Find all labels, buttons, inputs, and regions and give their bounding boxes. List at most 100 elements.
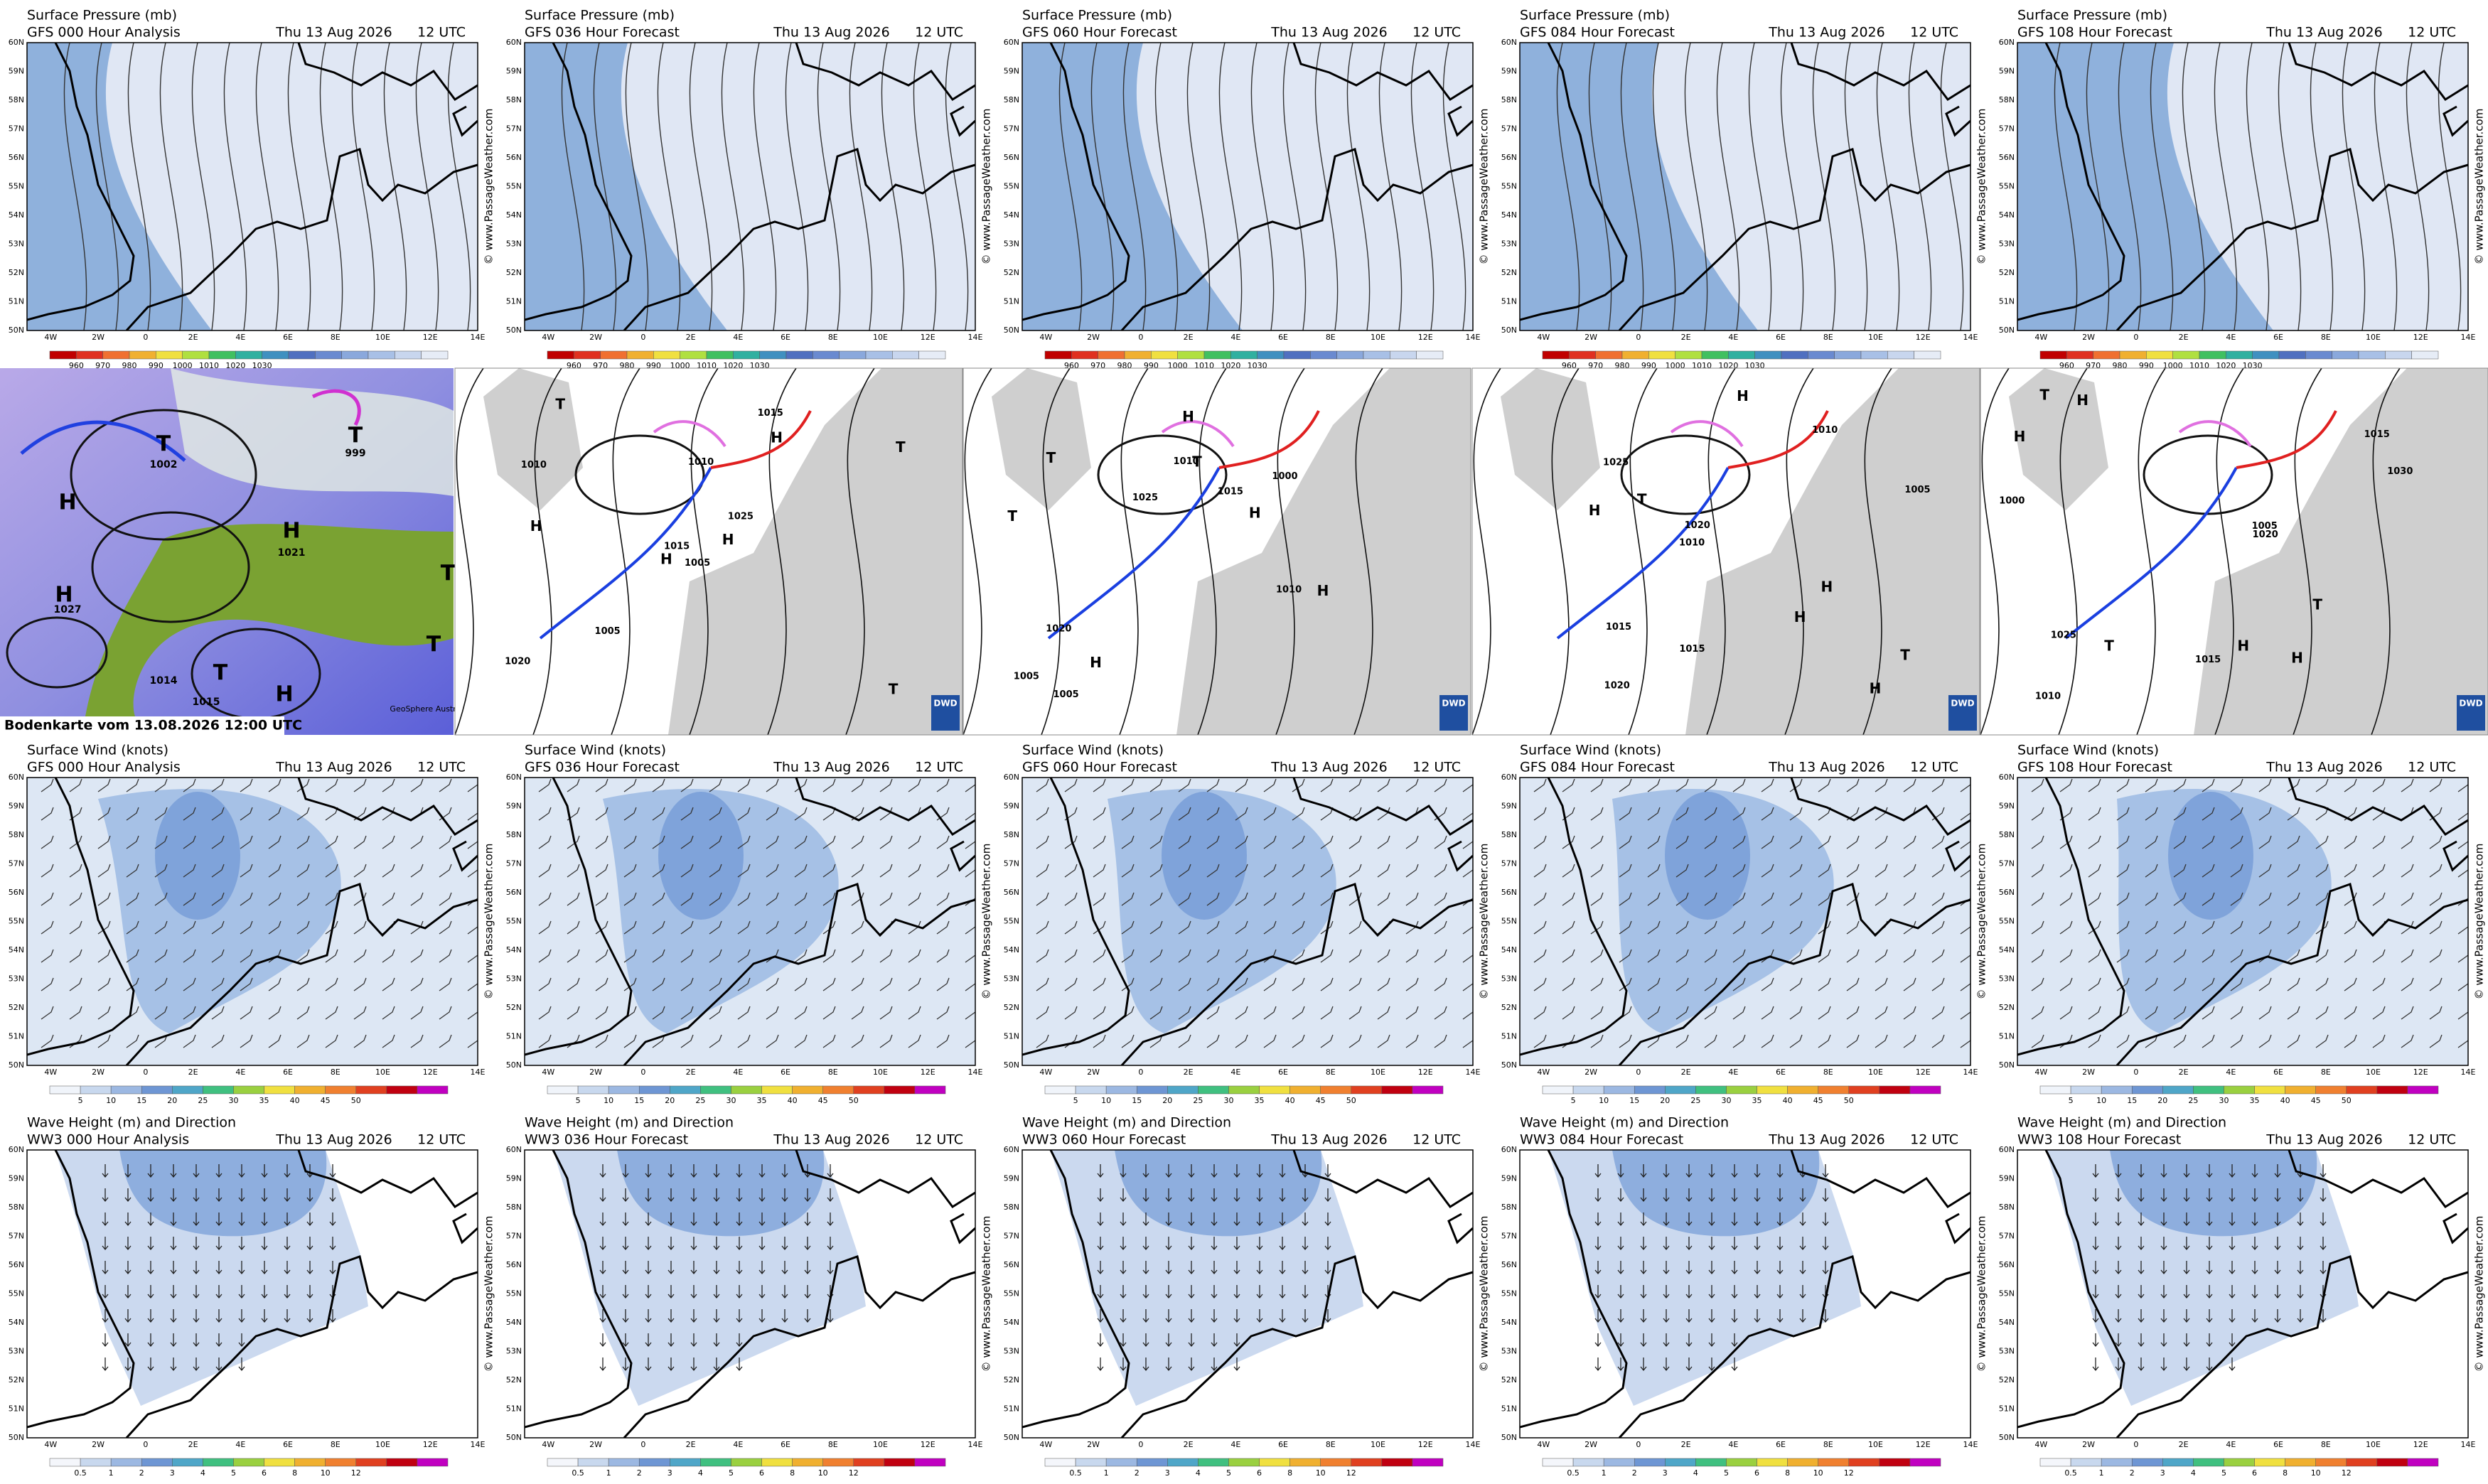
wind-barb bbox=[296, 835, 310, 849]
wave-arrow bbox=[2138, 1237, 2145, 1251]
lon-label: 14E bbox=[968, 1440, 983, 1449]
colorbar-label: 50 bbox=[1346, 1096, 1356, 1105]
colorbar-segment bbox=[1665, 1458, 1696, 1467]
wind-barb bbox=[1647, 949, 1661, 963]
wind-barb bbox=[1178, 1006, 1191, 1020]
wind-barb bbox=[382, 1006, 395, 1020]
wind-barb bbox=[1533, 1006, 1547, 1020]
wave-arrow bbox=[2183, 1309, 2190, 1323]
wave-arrow bbox=[215, 1164, 222, 1178]
map-frame bbox=[524, 1149, 976, 1439]
wave-arrow bbox=[1731, 1309, 1738, 1323]
lat-label: 55N bbox=[1004, 917, 1019, 926]
wind-barb bbox=[2059, 949, 2073, 963]
wave-arrow bbox=[758, 1285, 766, 1299]
wind-barb bbox=[1619, 835, 1632, 849]
wind-barb bbox=[965, 840, 975, 849]
wind-barb bbox=[97, 1006, 111, 1020]
wave-arrow bbox=[1165, 1357, 1172, 1372]
colorbar-label: 50 bbox=[2342, 1096, 2352, 1105]
wave-arrow bbox=[599, 1261, 606, 1275]
wind-barb bbox=[2401, 864, 2414, 878]
high-wave-area bbox=[119, 1150, 327, 1237]
colorbar-segment bbox=[1648, 350, 1675, 360]
wind-barb bbox=[211, 949, 225, 963]
wind-barb bbox=[325, 864, 338, 878]
wind-barb bbox=[2457, 925, 2468, 935]
wind-barb bbox=[2059, 1034, 2073, 1048]
wave-arrow bbox=[736, 1237, 743, 1251]
colorbar-segment bbox=[2119, 350, 2147, 360]
wind-barb bbox=[1647, 892, 1661, 906]
wind-barb bbox=[1704, 807, 1717, 821]
lon-label: 6E bbox=[283, 1068, 293, 1077]
wind-barb bbox=[2258, 835, 2272, 849]
wave-arrow bbox=[2092, 1261, 2099, 1275]
lat-label: 52N bbox=[9, 1003, 24, 1012]
panel-model: WW3 060 Hour Forecast bbox=[1022, 1132, 1186, 1148]
lon-label: 6E bbox=[2273, 1068, 2283, 1077]
wave-arrow bbox=[1324, 1213, 1331, 1227]
colorbar-label: 20 bbox=[1660, 1096, 1670, 1105]
wind-barb bbox=[353, 778, 367, 792]
wave-arrow bbox=[1188, 1261, 1195, 1275]
wind-barb bbox=[240, 864, 253, 878]
wave-arrow bbox=[261, 1237, 268, 1251]
wave-arrow bbox=[1663, 1237, 1670, 1251]
wave-arrow bbox=[238, 1261, 245, 1275]
wave-arrow bbox=[2229, 1237, 2236, 1251]
lat-label: 58N bbox=[1004, 95, 1019, 104]
wave-arrow bbox=[1685, 1309, 1693, 1323]
wind-barb bbox=[1348, 1006, 1362, 1020]
wind-barb bbox=[2031, 807, 2044, 821]
wave-arrow bbox=[2229, 1213, 2236, 1227]
wave-arrow bbox=[2138, 1333, 2145, 1348]
colorbar-label: 35 bbox=[1752, 1096, 1762, 1105]
lat-label: 60N bbox=[1999, 773, 2015, 782]
lat-label: 59N bbox=[9, 1174, 24, 1183]
isobar bbox=[255, 43, 279, 330]
lon-label: 6E bbox=[1776, 333, 1786, 342]
colorbar-segment bbox=[233, 1085, 264, 1095]
isobar bbox=[1620, 43, 1644, 330]
wave-arrow bbox=[102, 1333, 109, 1348]
wave-arrow bbox=[1165, 1237, 1172, 1251]
wind-barb bbox=[439, 949, 452, 963]
lon-label: 10E bbox=[873, 1440, 888, 1449]
colorbar-segment bbox=[1879, 1085, 1911, 1095]
wave-arrow bbox=[2160, 1285, 2167, 1299]
wind-barb bbox=[2344, 1006, 2357, 1020]
pressure-label: 1020 bbox=[1685, 520, 1710, 531]
wave-arrow bbox=[622, 1164, 629, 1178]
wind-barb bbox=[2116, 977, 2130, 991]
lon-label: 4E bbox=[235, 333, 245, 342]
wind-barb bbox=[268, 864, 281, 878]
lat-label: 57N bbox=[1004, 124, 1019, 134]
wave-arrow bbox=[1211, 1333, 1218, 1348]
wind-barb bbox=[1647, 835, 1661, 849]
wave-arrow bbox=[238, 1213, 245, 1227]
wind-barb bbox=[1064, 920, 1078, 935]
lon-label: 6E bbox=[1776, 1440, 1786, 1449]
colorbar-label: 2 bbox=[1632, 1468, 1637, 1478]
wave-arrow bbox=[124, 1213, 132, 1227]
wind-barb bbox=[1462, 982, 1473, 991]
panel-title: Wave Height (m) and Direction bbox=[2017, 1115, 2226, 1131]
wind-barb bbox=[1732, 807, 1746, 821]
wave-arrow bbox=[645, 1357, 652, 1372]
wind-barb bbox=[2230, 949, 2243, 963]
wave-arrow bbox=[667, 1357, 675, 1372]
wave-arrow bbox=[2251, 1188, 2258, 1203]
isobar bbox=[2278, 43, 2302, 330]
wind-barb bbox=[2287, 1006, 2300, 1020]
wind-barb bbox=[1292, 949, 1305, 963]
wind-barb bbox=[1732, 949, 1746, 963]
wind-barb bbox=[680, 864, 694, 878]
panel-title: Wave Height (m) and Direction bbox=[1520, 1115, 1729, 1131]
wave-arrow bbox=[1120, 1237, 1127, 1251]
lon-label: 0 bbox=[640, 1068, 645, 1077]
wind-barb bbox=[652, 977, 665, 991]
wind-barb bbox=[1789, 977, 1803, 991]
wind-barb bbox=[2088, 1034, 2101, 1048]
